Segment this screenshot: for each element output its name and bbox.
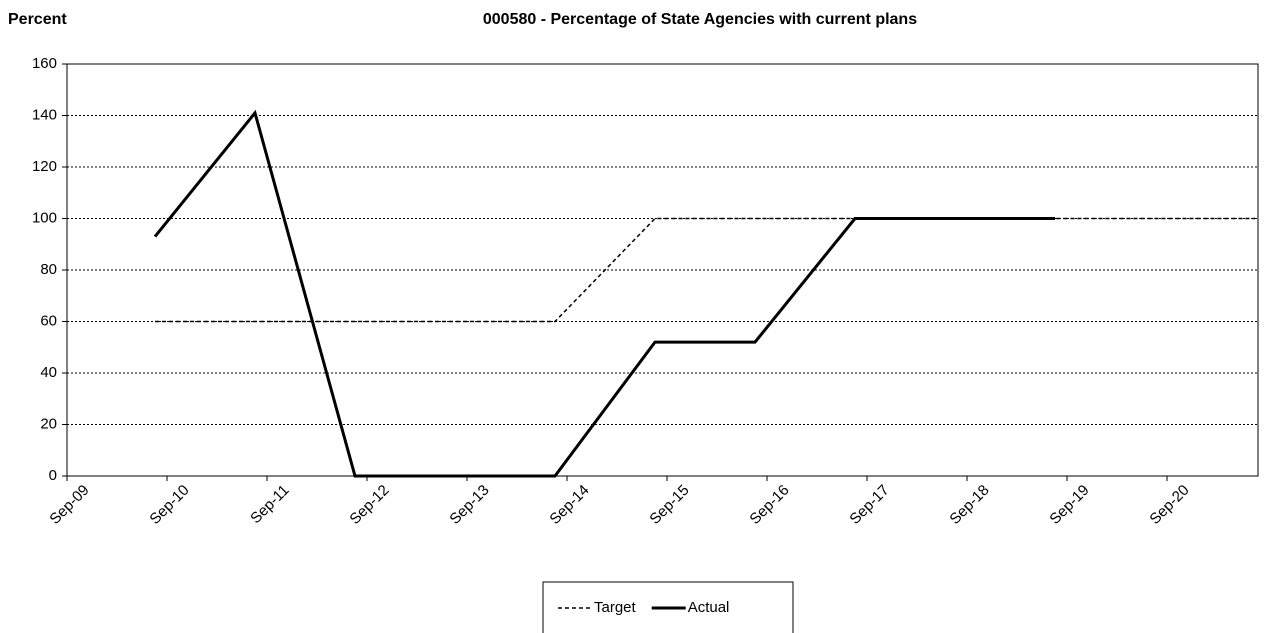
y-axis-label: Percent (8, 11, 67, 28)
y-tick-label: 160 (32, 55, 57, 72)
y-tick-label: 80 (40, 261, 57, 278)
plot-frame (66, 63, 1259, 477)
x-tick-label: Sep-18 (946, 482, 992, 528)
series-line (153, 109, 1055, 478)
y-tick-label: 60 (40, 312, 57, 329)
y-tick-label: 140 (32, 106, 57, 123)
y-tick-label: 100 (32, 209, 57, 226)
x-tick-label: Sep-09 (46, 482, 92, 528)
x-tick-label: Sep-12 (346, 482, 392, 528)
x-tick-label: Sep-16 (746, 482, 792, 528)
x-tick-label: Sep-11 (247, 482, 292, 527)
y-tick-label: 20 (40, 415, 57, 432)
y-tick-label: 40 (40, 364, 57, 381)
legend-label: Target (594, 599, 637, 616)
x-tick-label: Sep-10 (146, 482, 192, 528)
x-tick-label: Sep-15 (646, 482, 692, 528)
chart-title: 000580 - Percentage of State Agencies wi… (483, 11, 917, 28)
y-tick-label: 120 (32, 158, 57, 175)
series-line (155, 217, 1255, 323)
x-tick-label: Sep-17 (846, 482, 892, 528)
x-tick-label: Sep-14 (546, 482, 592, 528)
y-tick-label: 0 (49, 467, 57, 484)
x-tick-label: Sep-13 (446, 482, 492, 528)
x-tick-label: Sep-19 (1046, 482, 1092, 528)
legend-label: Actual (688, 599, 730, 616)
x-tick-label: Sep-20 (1146, 482, 1192, 528)
